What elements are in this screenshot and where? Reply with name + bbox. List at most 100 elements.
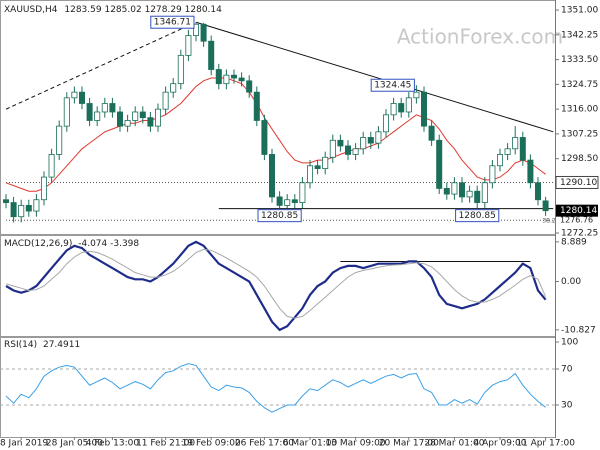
candle-body xyxy=(481,182,488,203)
candle-body xyxy=(443,188,450,195)
annotation-box xyxy=(150,15,195,29)
x-tick-label: 11 Feb 21:00 xyxy=(136,439,195,449)
candle-body xyxy=(375,131,382,144)
candle-body xyxy=(329,139,336,158)
y-tick-label: 30 xyxy=(561,401,573,411)
candle-body xyxy=(535,182,542,201)
signal-value: -3.398 xyxy=(110,239,139,249)
candle-body xyxy=(519,137,526,161)
moving-average xyxy=(5,77,546,192)
macd-header: MACD(12,26,9) -4.074 -3.398 xyxy=(4,239,139,249)
candle-body xyxy=(496,154,503,167)
y-tick-label: 1316.00 xyxy=(561,105,598,115)
price-marker-label: 1276.76 xyxy=(560,216,593,225)
candle-body xyxy=(512,137,519,150)
candle-body xyxy=(139,111,146,119)
candle-body xyxy=(162,91,169,110)
candle-body xyxy=(170,83,177,93)
high-value: 1285.02 xyxy=(104,5,141,15)
candle-body xyxy=(208,40,215,70)
x-tick-label: 20 Mar 17:00 xyxy=(379,439,439,449)
annotation-label: 1324.45 xyxy=(374,81,411,91)
y-tick-label: 1342.25 xyxy=(561,30,598,40)
last-price-box xyxy=(556,204,598,217)
candle-body xyxy=(185,35,192,56)
candle-body xyxy=(3,199,9,203)
x-tick-label: 28 Jan 05:00 xyxy=(46,439,103,449)
candle-body xyxy=(420,91,427,127)
x-tick-label: 6 Mar 01:00 xyxy=(283,439,338,449)
y-tick-label: 1324.75 xyxy=(561,80,598,90)
y-tick-label: 1351.00 xyxy=(561,6,598,16)
x-tick-label: 19 Feb 09:00 xyxy=(182,439,241,449)
y-tick-label: 100 xyxy=(561,338,578,348)
candle-body xyxy=(337,139,344,147)
candle-body xyxy=(18,204,25,218)
series-line xyxy=(5,363,546,413)
candle-body xyxy=(132,111,139,121)
y-tick-label: 8.889 xyxy=(561,237,587,247)
candle-body xyxy=(215,69,222,85)
low-value: 1278.29 xyxy=(145,5,182,15)
candle-body xyxy=(63,97,70,127)
candle-body xyxy=(291,199,298,203)
candle-body xyxy=(230,74,237,79)
candle-body xyxy=(94,111,101,121)
candle-body xyxy=(489,165,496,184)
candle-body xyxy=(284,199,291,206)
candle-body xyxy=(344,145,351,155)
candle-body xyxy=(504,148,511,155)
candle-body xyxy=(154,108,161,127)
rsi-value: 27.4911 xyxy=(43,340,80,350)
rsi-header: RSI(14) 27.4911 xyxy=(4,340,80,350)
candle-body xyxy=(177,54,184,85)
annotation-box xyxy=(370,78,415,92)
annotation-box xyxy=(455,209,500,223)
candle-body xyxy=(79,91,86,104)
fib-label: 38.2 xyxy=(542,218,556,225)
candle-body xyxy=(436,139,443,189)
candle-body xyxy=(86,103,93,121)
candle-body xyxy=(192,23,199,36)
y-tick-label: 1272.25 xyxy=(561,229,598,239)
y-tick-label: 0.00 xyxy=(561,277,581,287)
candle-body xyxy=(25,204,32,212)
close-value: 1280.14 xyxy=(185,5,222,15)
annotation-label: 1280.85 xyxy=(459,211,496,221)
candle-body xyxy=(56,125,63,155)
price-marker-label: 1290.10 xyxy=(560,178,597,188)
x-tick-label: 4 Feb 13:00 xyxy=(86,439,140,449)
annotation-label: 1280.85 xyxy=(261,211,298,221)
candle-body xyxy=(117,111,124,127)
candle-body xyxy=(413,91,420,99)
candle-body xyxy=(147,117,154,127)
candle-body xyxy=(398,103,405,113)
price-marker-box xyxy=(555,175,599,189)
trend-line xyxy=(195,21,554,133)
y-tick-label: -10.827 xyxy=(561,325,596,335)
y-tick-label: 1298.50 xyxy=(561,154,598,164)
candle-body xyxy=(314,165,321,169)
y-tick-label: 1307.25 xyxy=(561,129,598,139)
rsi-title: RSI(14) xyxy=(4,340,37,350)
candle-body xyxy=(299,182,306,203)
candle-body xyxy=(405,97,412,113)
open-value: 1283.59 xyxy=(64,5,101,15)
candle-body xyxy=(246,80,253,93)
candle-body xyxy=(352,148,359,155)
candle-body xyxy=(367,137,374,144)
candle-body xyxy=(48,154,55,178)
x-tick-label: 26 Feb 17:00 xyxy=(235,439,294,449)
candle-body xyxy=(458,182,465,198)
annotation-box xyxy=(257,209,302,223)
candle-body xyxy=(200,23,207,42)
watermark: ActionForex.com xyxy=(397,25,563,49)
candle-body xyxy=(101,103,108,113)
annotation-label: 1346.71 xyxy=(154,18,191,28)
x-tick-label: 11 Apr 17:00 xyxy=(516,439,575,449)
x-tick-label: 18 Jan 2019 xyxy=(0,439,48,449)
candle-body xyxy=(322,156,329,169)
candle-body xyxy=(360,137,367,150)
